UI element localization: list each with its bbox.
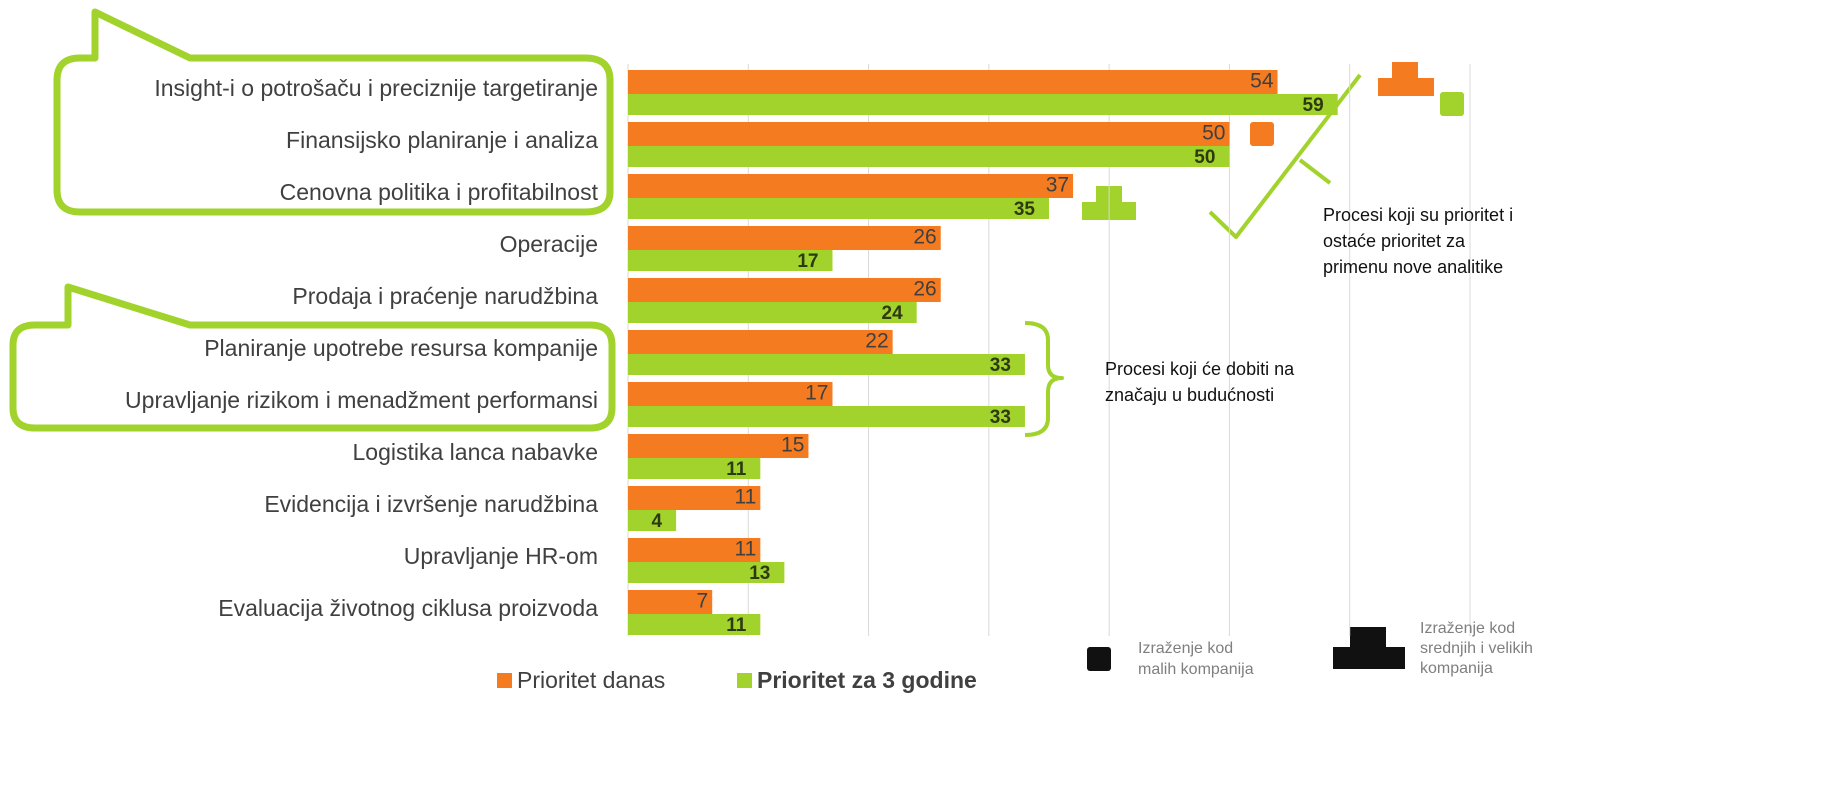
bar	[628, 590, 713, 614]
bar	[628, 434, 809, 458]
bar	[628, 562, 785, 583]
bar	[628, 406, 1025, 427]
value-label: 11	[726, 459, 747, 480]
annotation: ostaće prioritet za	[1323, 231, 1466, 251]
legend-label: Prioritet za 3 godine	[757, 667, 977, 693]
value-label: 17	[805, 382, 828, 405]
category-label: Upravljanje HR-om	[404, 543, 598, 569]
bar	[628, 510, 677, 531]
bar	[628, 278, 941, 302]
bar	[628, 250, 833, 271]
value-label: 24	[882, 303, 904, 324]
bar	[628, 146, 1230, 167]
annotation: primenu nove analitike	[1323, 257, 1503, 277]
value-label: 33	[990, 407, 1011, 428]
bar	[628, 538, 761, 562]
annotation: kompanija	[1420, 660, 1493, 677]
annotation: srednjih i velikih	[1420, 640, 1533, 657]
value-label: 4	[652, 511, 663, 532]
value-label: 11	[726, 615, 747, 636]
value-label: 50	[1202, 122, 1225, 145]
value-label: 54	[1250, 70, 1274, 93]
bar	[628, 174, 1074, 198]
small-company-icon	[1087, 647, 1111, 671]
annotation: Izraženje kod	[1138, 640, 1233, 657]
bar	[628, 94, 1338, 115]
value-label: 59	[1303, 95, 1324, 116]
value-label: 11	[735, 538, 757, 561]
category-label: Finansijsko planiranje i analiza	[286, 127, 598, 153]
annotation: Procesi koji su prioritet i	[1323, 205, 1513, 225]
check-mark-tick	[1298, 158, 1332, 185]
category-label: Prodaja i praćenje narudžbina	[292, 283, 598, 309]
category-label: Upravljanje rizikom i menadžment perform…	[125, 387, 598, 413]
category-label: Operacije	[500, 231, 598, 257]
value-label: 22	[865, 330, 888, 353]
small-company-icon	[1250, 122, 1274, 146]
legend-label: Prioritet danas	[517, 667, 665, 693]
small-company-icon	[1440, 92, 1464, 116]
annotation: Procesi koji će dobiti na	[1105, 359, 1295, 379]
legend-swatch	[497, 673, 512, 688]
bar	[628, 354, 1025, 375]
annotation: značaju u budućnosti	[1105, 385, 1274, 405]
value-label: 37	[1046, 174, 1069, 197]
annotation: malih kompanija	[1138, 661, 1254, 678]
value-label: 35	[1014, 199, 1036, 220]
check-mark	[1208, 73, 1362, 239]
large-company-icon	[1378, 62, 1434, 96]
bar	[628, 486, 761, 510]
legend-swatch	[737, 673, 752, 688]
category-label: Logistika lanca nabavke	[353, 439, 599, 465]
bar	[628, 302, 917, 323]
bar	[628, 70, 1278, 94]
bar	[628, 330, 893, 354]
bracket	[1024, 321, 1064, 437]
category-label: Evidencija i izvršenje narudžbina	[264, 491, 598, 517]
bar	[628, 382, 833, 406]
value-label: 15	[781, 434, 804, 457]
category-label: Cenovna politika i profitabilnost	[280, 179, 599, 205]
value-label: 33	[990, 355, 1011, 376]
callout-bubble	[9, 283, 616, 432]
bar	[628, 198, 1049, 219]
category-label: Evaluacija životnog ciklusa proizvoda	[218, 595, 598, 621]
value-label: 26	[913, 226, 936, 249]
value-label: 50	[1194, 147, 1215, 168]
large-company-icon	[1333, 627, 1405, 669]
category-label: Planiranje upotrebe resursa kompanije	[204, 335, 598, 361]
value-label: 26	[913, 278, 936, 301]
decorations	[9, 8, 1362, 437]
value-label: 13	[749, 563, 770, 584]
bar	[628, 614, 761, 635]
value-label: 11	[735, 486, 757, 509]
callout-bubble	[53, 8, 614, 216]
annotation: Izraženje kod	[1420, 620, 1515, 637]
value-label: 17	[797, 251, 818, 272]
value-label: 7	[697, 590, 709, 613]
bar	[628, 226, 941, 250]
category-label: Insight-i o potrošaču i preciznije targe…	[154, 75, 598, 101]
bar	[628, 458, 761, 479]
bar	[628, 122, 1230, 146]
